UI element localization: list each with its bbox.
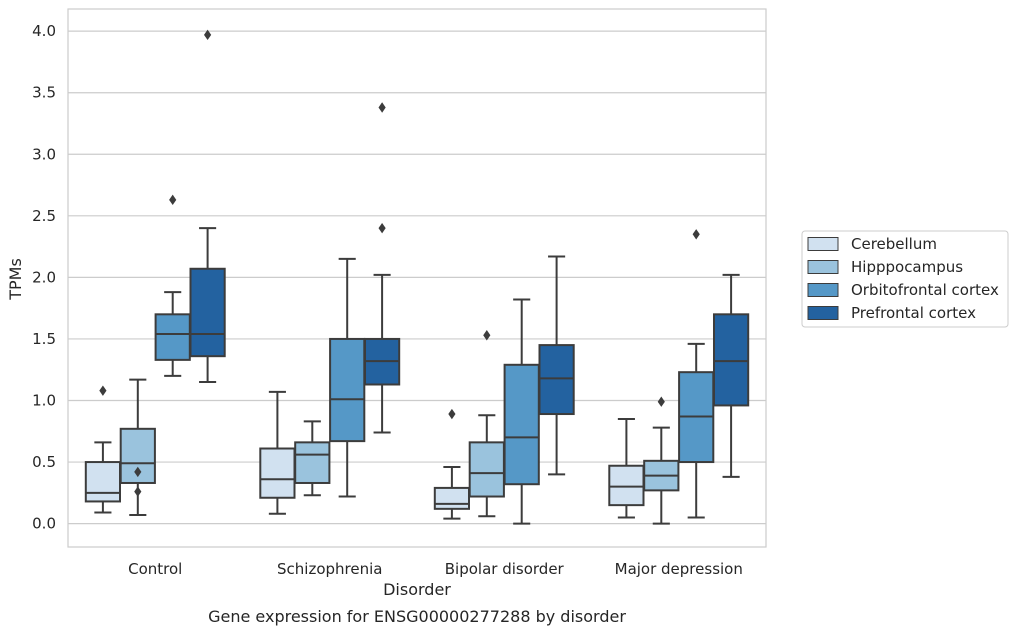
legend-frame bbox=[801, 230, 1009, 328]
legend-swatch bbox=[807, 306, 839, 320]
box bbox=[84, 461, 122, 503]
y-tick-label: 0.0 bbox=[32, 515, 56, 533]
box-group bbox=[608, 417, 645, 519]
y-tick-label: 4.0 bbox=[32, 22, 56, 40]
legend-label: Cerebellum bbox=[851, 235, 937, 253]
y-tick-label: 1.5 bbox=[32, 330, 56, 348]
y-axis-label: TPMs bbox=[6, 258, 25, 301]
legend-label: Hipppocampus bbox=[851, 258, 963, 276]
box-group bbox=[294, 420, 331, 497]
outlier-point bbox=[134, 486, 142, 497]
box bbox=[712, 313, 750, 407]
x-tick-label: Schizophrenia bbox=[277, 560, 382, 578]
y-tick-label: 0.5 bbox=[32, 453, 56, 471]
outlier-point bbox=[169, 194, 177, 206]
box-group bbox=[468, 330, 505, 518]
outlier-point bbox=[378, 222, 386, 234]
box-group bbox=[154, 194, 191, 377]
outlier-point bbox=[448, 408, 456, 420]
outlier-point bbox=[204, 29, 212, 41]
x-axis-label: Disorder bbox=[383, 580, 451, 599]
outlier-point bbox=[692, 229, 700, 240]
box-group bbox=[538, 255, 575, 476]
x-tick-label: Bipolar disorder bbox=[445, 560, 565, 578]
box bbox=[154, 313, 191, 361]
box-group bbox=[712, 273, 750, 478]
box bbox=[259, 447, 296, 499]
box-group bbox=[189, 29, 226, 384]
y-tick-label: 2.0 bbox=[32, 268, 56, 286]
legend-swatch bbox=[807, 260, 839, 274]
outlier-point bbox=[483, 330, 491, 341]
box bbox=[329, 337, 366, 443]
box-group bbox=[329, 257, 366, 498]
y-tick-label: 2.5 bbox=[32, 207, 56, 225]
box bbox=[503, 363, 540, 486]
box bbox=[468, 441, 505, 498]
legend-label: Prefrontal cortex bbox=[851, 304, 976, 322]
plot-area-frame bbox=[67, 8, 767, 548]
box-group bbox=[119, 378, 156, 516]
y-tick-labels: 0.0 0.5 1.0 1.5 2.0 2.5 3.0 3.5 4.0 bbox=[32, 22, 56, 532]
chart-caption: Gene expression for ENSG00000277288 by d… bbox=[208, 607, 626, 626]
box bbox=[189, 267, 226, 358]
box bbox=[294, 441, 331, 484]
box bbox=[538, 344, 575, 416]
y-tick-label: 3.5 bbox=[32, 84, 56, 102]
y-tick-label: 3.0 bbox=[32, 145, 56, 163]
outlier-point bbox=[657, 396, 665, 407]
box bbox=[608, 464, 645, 507]
legend-swatch bbox=[807, 283, 839, 297]
legend-label: Orbitofrontal cortex bbox=[851, 281, 999, 299]
box-group bbox=[84, 385, 122, 514]
box-group bbox=[259, 390, 296, 515]
box-group bbox=[433, 408, 471, 520]
x-tick-labels: Control Schizophrenia Bipolar disorder Majo… bbox=[128, 560, 743, 578]
box-series bbox=[84, 29, 750, 525]
legend: Cerebellum Hipppocampus Orbitofrontal cort… bbox=[801, 230, 1009, 328]
x-tick-label: Control bbox=[128, 560, 182, 578]
outlier-point bbox=[99, 385, 107, 396]
outlier-point bbox=[378, 102, 386, 113]
x-tick-label: Major depression bbox=[615, 560, 743, 578]
box-group bbox=[643, 396, 680, 525]
y-tick-label: 1.0 bbox=[32, 391, 56, 409]
box bbox=[433, 486, 471, 510]
box-group bbox=[678, 229, 715, 519]
outlier-point bbox=[134, 466, 142, 478]
box-group bbox=[363, 102, 401, 434]
legend-swatch bbox=[807, 237, 839, 251]
box-group bbox=[503, 298, 540, 525]
